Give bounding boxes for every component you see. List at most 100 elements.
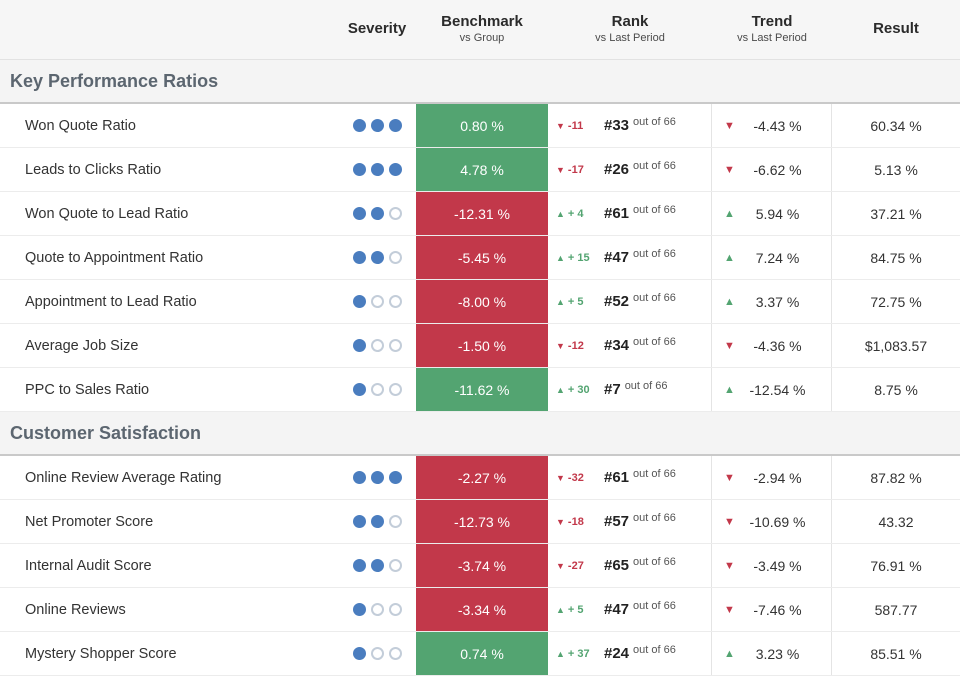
- rank-total: out of 66: [633, 467, 676, 480]
- table-row[interactable]: Won Quote to Lead Ratio -12.31 % + 4 #61…: [0, 192, 960, 236]
- rank-trend-arrow-icon: [556, 649, 565, 659]
- rank-delta-value: + 4: [567, 207, 584, 220]
- severity-cell: [338, 500, 416, 543]
- rank-value: #7: [604, 381, 621, 398]
- benchmark-value: -1.50 %: [457, 337, 507, 354]
- severity-dot: [388, 295, 402, 308]
- trend-value: -4.43 %: [753, 117, 802, 134]
- trend-arrow-icon: [724, 384, 744, 396]
- rank-trend-arrow-icon: [556, 297, 565, 307]
- rank-value: #24: [604, 645, 630, 662]
- table-row[interactable]: Leads to Clicks Ratio 4.78 % -17 #26 out…: [0, 148, 960, 192]
- col-header-severity: Severity: [338, 0, 416, 59]
- severity-dot: [388, 603, 402, 616]
- col-header-metric: [0, 0, 338, 59]
- severity-dot: [370, 471, 384, 484]
- rank-cell: -32 #61 out of 66: [548, 456, 712, 499]
- severity-dot: [388, 559, 402, 572]
- col-header-benchmark: Benchmark vs Group: [416, 0, 548, 59]
- trend-arrow-icon: [724, 472, 744, 484]
- rank-value: #57: [604, 513, 630, 530]
- benchmark-cell: -5.45 %: [416, 236, 548, 279]
- rank-total: out of 66: [633, 511, 676, 524]
- metric-name: Leads to Clicks Ratio: [25, 161, 162, 178]
- rank-trend-arrow-icon: [556, 561, 565, 571]
- severity-dot: [352, 383, 366, 396]
- metric-name: PPC to Sales Ratio: [25, 381, 150, 398]
- table-row[interactable]: Net Promoter Score -12.73 % -18 #57 out …: [0, 500, 960, 544]
- table-row[interactable]: Won Quote Ratio 0.80 % -11 #33 out of 66…: [0, 104, 960, 148]
- severity-cell: [338, 192, 416, 235]
- metric-name: Won Quote Ratio: [25, 117, 136, 134]
- trend-value: -6.62 %: [753, 161, 802, 178]
- benchmark-cell: -11.62 %: [416, 368, 548, 411]
- severity-dots: [352, 207, 402, 220]
- benchmark-cell: -12.31 %: [416, 192, 548, 235]
- col-header-label: Severity: [347, 20, 407, 38]
- col-header-result: Result: [832, 0, 960, 59]
- table-row[interactable]: Mystery Shopper Score 0.74 % + 37 #24 ou…: [0, 632, 960, 676]
- severity-dot: [388, 471, 402, 484]
- trend-cell: 3.37 %: [712, 280, 832, 323]
- benchmark-value: 4.78 %: [460, 161, 504, 178]
- severity-dot: [370, 603, 384, 616]
- trend-value: 3.37 %: [755, 293, 800, 310]
- metric-name: Quote to Appointment Ratio: [25, 249, 204, 266]
- rank-delta-value: + 5: [567, 603, 584, 616]
- rank-cell: + 4 #61 out of 66: [548, 192, 712, 235]
- benchmark-value: 0.80 %: [460, 117, 504, 134]
- rank-cell: + 5 #47 out of 66: [548, 588, 712, 631]
- rank-total: out of 66: [633, 115, 676, 128]
- table-row[interactable]: Average Job Size -1.50 % -12 #34 out of …: [0, 324, 960, 368]
- rank-change: -17: [556, 164, 604, 176]
- severity-dot: [352, 163, 366, 176]
- severity-dot: [370, 559, 384, 572]
- table-body: Key Performance Ratios Won Quote Ratio 0…: [0, 60, 960, 676]
- benchmark-value: -5.45 %: [457, 249, 507, 266]
- table-row[interactable]: Internal Audit Score -3.74 % -27 #65 out…: [0, 544, 960, 588]
- benchmark-value: -12.31 %: [453, 205, 511, 222]
- rank-change: -32: [556, 472, 604, 484]
- rank-total: out of 66: [633, 335, 676, 348]
- severity-dots: [352, 163, 402, 176]
- rank-value: #47: [604, 601, 630, 618]
- severity-cell: [338, 280, 416, 323]
- severity-dot: [388, 163, 402, 176]
- trend-value: -4.36 %: [753, 337, 802, 354]
- table-row[interactable]: PPC to Sales Ratio -11.62 % + 30 #7 out …: [0, 368, 960, 412]
- severity-dots: [352, 119, 402, 132]
- severity-cell: [338, 236, 416, 279]
- rank-value: #34: [604, 337, 630, 354]
- table-row[interactable]: Online Review Average Rating -2.27 % -32…: [0, 456, 960, 500]
- table-row[interactable]: Online Reviews -3.34 % + 5 #47 out of 66…: [0, 588, 960, 632]
- col-header-label: Result: [873, 20, 919, 38]
- rank-change: -12: [556, 340, 604, 352]
- rank-delta-value: -27: [567, 559, 584, 572]
- section-rows: Won Quote Ratio 0.80 % -11 #33 out of 66…: [0, 104, 960, 412]
- table-row[interactable]: Appointment to Lead Ratio -8.00 % + 5 #5…: [0, 280, 960, 324]
- trend-arrow-icon: [724, 208, 744, 220]
- rank-change: -27: [556, 560, 604, 572]
- rank-value: #61: [604, 469, 630, 486]
- col-header-sublabel: vs Last Period: [595, 32, 665, 44]
- severity-dot: [352, 119, 366, 132]
- trend-arrow-icon: [724, 516, 744, 528]
- col-header-trend: Trend vs Last Period: [712, 0, 832, 59]
- section-header: Key Performance Ratios: [0, 60, 960, 104]
- section: Key Performance Ratios Won Quote Ratio 0…: [0, 60, 960, 412]
- benchmark-cell: -1.50 %: [416, 324, 548, 367]
- metric-name: Online Review Average Rating: [25, 469, 222, 486]
- metric-name: Won Quote to Lead Ratio: [25, 205, 189, 222]
- rank-value: #26: [604, 161, 630, 178]
- benchmark-cell: -3.34 %: [416, 588, 548, 631]
- benchmark-cell: -12.73 %: [416, 500, 548, 543]
- rank-value: #52: [604, 293, 630, 310]
- severity-dots: [352, 515, 402, 528]
- trend-value: 7.24 %: [755, 249, 800, 266]
- result-value: 43.32: [878, 513, 914, 530]
- severity-dots: [352, 339, 402, 352]
- trend-cell: -4.43 %: [712, 104, 832, 147]
- table-row[interactable]: Quote to Appointment Ratio -5.45 % + 15 …: [0, 236, 960, 280]
- trend-cell: 7.24 %: [712, 236, 832, 279]
- rank-change: + 37: [556, 648, 604, 660]
